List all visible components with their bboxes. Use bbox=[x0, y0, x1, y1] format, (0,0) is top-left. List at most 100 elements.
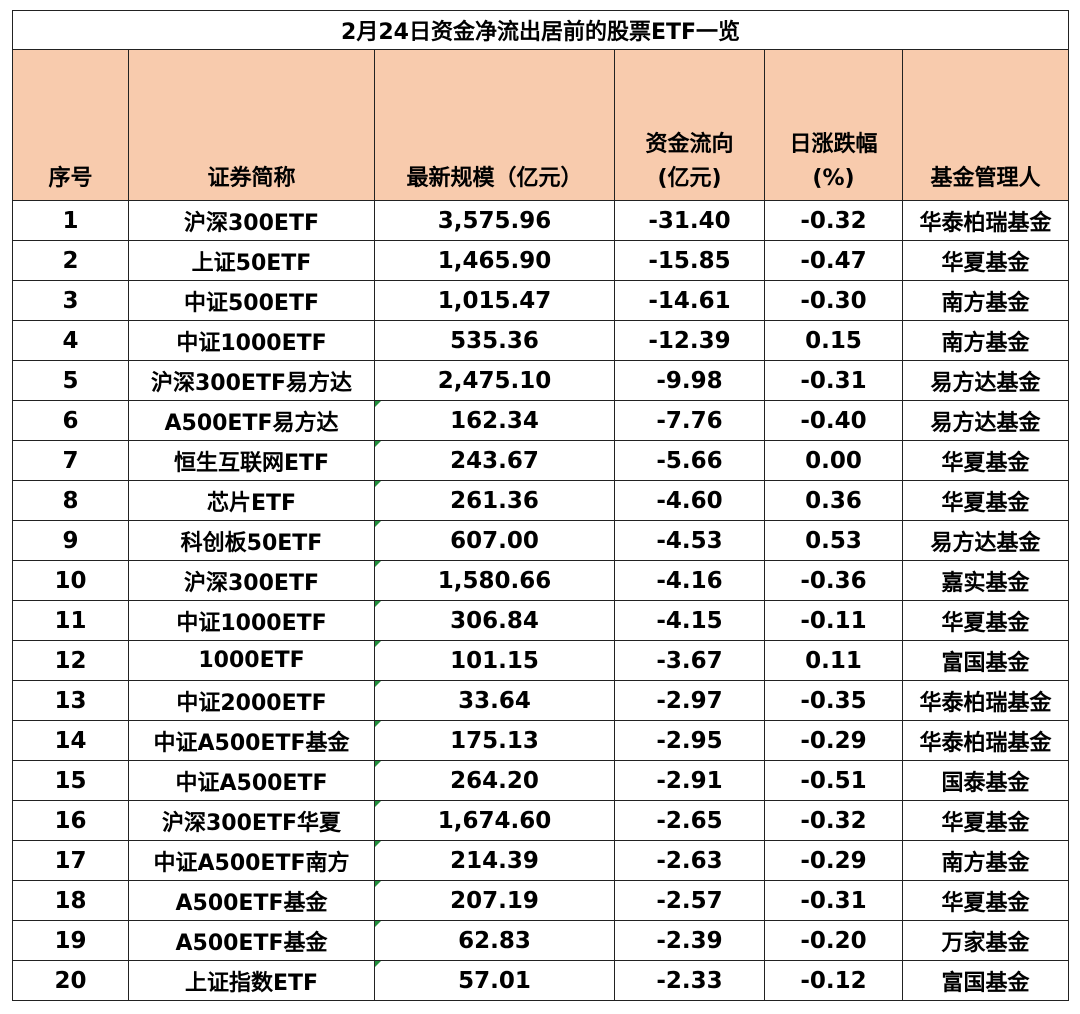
cell-name[interactable]: 中证A500ETF南方 bbox=[128, 840, 375, 881]
cell-index[interactable]: 14 bbox=[12, 720, 129, 761]
cell-manager[interactable]: 嘉实基金 bbox=[901, 560, 1070, 601]
cell-scale[interactable]: 3,575.96 bbox=[374, 200, 615, 241]
cell-name[interactable]: A500ETF易方达 bbox=[128, 400, 375, 441]
cell-change[interactable]: -0.29 bbox=[764, 840, 903, 881]
cell-index[interactable]: 13 bbox=[12, 680, 129, 721]
cell-manager[interactable]: 华夏基金 bbox=[901, 240, 1070, 281]
cell-change[interactable]: -0.29 bbox=[764, 720, 903, 761]
cell-manager[interactable]: 富国基金 bbox=[901, 640, 1070, 681]
cell-change[interactable]: -0.11 bbox=[764, 600, 903, 641]
cell-flow[interactable]: -2.39 bbox=[614, 920, 765, 961]
cell-name[interactable]: 科创板50ETF bbox=[128, 520, 375, 561]
cell-scale[interactable]: 264.20 bbox=[374, 760, 615, 801]
cell-name[interactable]: 中证2000ETF bbox=[128, 680, 375, 721]
cell-manager[interactable]: 华夏基金 bbox=[901, 800, 1070, 841]
cell-manager[interactable]: 华夏基金 bbox=[901, 480, 1070, 521]
cell-name[interactable]: 中证A500ETF bbox=[128, 760, 375, 801]
cell-scale[interactable]: 33.64 bbox=[374, 680, 615, 721]
cell-name[interactable]: 上证指数ETF bbox=[128, 960, 375, 1001]
cell-name[interactable]: A500ETF基金 bbox=[128, 880, 375, 921]
cell-name[interactable]: 沪深300ETF易方达 bbox=[128, 360, 375, 401]
cell-change[interactable]: -0.31 bbox=[764, 880, 903, 921]
cell-scale[interactable]: 62.83 bbox=[374, 920, 615, 961]
cell-index[interactable]: 6 bbox=[12, 400, 129, 441]
cell-manager[interactable]: 易方达基金 bbox=[901, 400, 1070, 441]
cell-manager[interactable]: 易方达基金 bbox=[901, 360, 1070, 401]
cell-scale[interactable]: 1,674.60 bbox=[374, 800, 615, 841]
cell-flow[interactable]: -15.85 bbox=[614, 240, 765, 281]
column-header-scale[interactable]: 最新规模（亿元） bbox=[374, 49, 615, 201]
cell-change[interactable]: -0.40 bbox=[764, 400, 903, 441]
cell-index[interactable]: 5 bbox=[12, 360, 129, 401]
cell-index[interactable]: 2 bbox=[12, 240, 129, 281]
cell-change[interactable]: -0.35 bbox=[764, 680, 903, 721]
cell-change[interactable]: 0.36 bbox=[764, 480, 903, 521]
cell-name[interactable]: 上证50ETF bbox=[128, 240, 375, 281]
cell-index[interactable]: 12 bbox=[12, 640, 129, 681]
cell-manager[interactable]: 国泰基金 bbox=[901, 760, 1070, 801]
cell-index[interactable]: 19 bbox=[12, 920, 129, 961]
cell-scale[interactable]: 207.19 bbox=[374, 880, 615, 921]
cell-index[interactable]: 7 bbox=[12, 440, 129, 481]
cell-flow[interactable]: -3.67 bbox=[614, 640, 765, 681]
cell-index[interactable]: 20 bbox=[12, 960, 129, 1001]
cell-manager[interactable]: 南方基金 bbox=[901, 320, 1070, 361]
cell-scale[interactable]: 101.15 bbox=[374, 640, 615, 681]
cell-flow[interactable]: -4.60 bbox=[614, 480, 765, 521]
cell-index[interactable]: 11 bbox=[12, 600, 129, 641]
cell-flow[interactable]: -2.91 bbox=[614, 760, 765, 801]
cell-manager[interactable]: 南方基金 bbox=[901, 280, 1070, 321]
cell-scale[interactable]: 535.36 bbox=[374, 320, 615, 361]
column-header-manager[interactable]: 基金管理人 bbox=[901, 49, 1070, 201]
cell-name[interactable]: 芯片ETF bbox=[128, 480, 375, 521]
cell-scale[interactable]: 261.36 bbox=[374, 480, 615, 521]
cell-change[interactable]: 0.00 bbox=[764, 440, 903, 481]
cell-index[interactable]: 8 bbox=[12, 480, 129, 521]
cell-manager[interactable]: 华夏基金 bbox=[901, 600, 1070, 641]
cell-flow[interactable]: -5.66 bbox=[614, 440, 765, 481]
cell-scale[interactable]: 306.84 bbox=[374, 600, 615, 641]
column-header-flow[interactable]: 资金流向 (亿元) bbox=[614, 49, 765, 201]
cell-change[interactable]: -0.51 bbox=[764, 760, 903, 801]
cell-manager[interactable]: 富国基金 bbox=[901, 960, 1070, 1001]
cell-flow[interactable]: -7.76 bbox=[614, 400, 765, 441]
cell-flow[interactable]: -4.16 bbox=[614, 560, 765, 601]
cell-index[interactable]: 17 bbox=[12, 840, 129, 881]
cell-manager[interactable]: 华泰柏瑞基金 bbox=[901, 200, 1070, 241]
cell-flow[interactable]: -9.98 bbox=[614, 360, 765, 401]
cell-change[interactable]: -0.20 bbox=[764, 920, 903, 961]
cell-scale[interactable]: 1,015.47 bbox=[374, 280, 615, 321]
cell-name[interactable]: 沪深300ETF华夏 bbox=[128, 800, 375, 841]
cell-name[interactable]: 中证A500ETF基金 bbox=[128, 720, 375, 761]
cell-name[interactable]: 沪深300ETF bbox=[128, 200, 375, 241]
cell-scale[interactable]: 214.39 bbox=[374, 840, 615, 881]
cell-manager[interactable]: 华泰柏瑞基金 bbox=[901, 720, 1070, 761]
cell-flow[interactable]: -2.95 bbox=[614, 720, 765, 761]
cell-index[interactable]: 3 bbox=[12, 280, 129, 321]
cell-index[interactable]: 16 bbox=[12, 800, 129, 841]
cell-manager[interactable]: 华夏基金 bbox=[901, 880, 1070, 921]
column-header-change[interactable]: 日涨跌幅 (%) bbox=[764, 49, 903, 201]
cell-index[interactable]: 9 bbox=[12, 520, 129, 561]
column-header-name[interactable]: 证券简称 bbox=[128, 49, 375, 201]
cell-scale[interactable]: 2,475.10 bbox=[374, 360, 615, 401]
cell-index[interactable]: 10 bbox=[12, 560, 129, 601]
cell-name[interactable]: 沪深300ETF bbox=[128, 560, 375, 601]
cell-scale[interactable]: 1,465.90 bbox=[374, 240, 615, 281]
cell-flow[interactable]: -2.97 bbox=[614, 680, 765, 721]
cell-change[interactable]: -0.12 bbox=[764, 960, 903, 1001]
cell-change[interactable]: 0.53 bbox=[764, 520, 903, 561]
cell-change[interactable]: -0.36 bbox=[764, 560, 903, 601]
cell-scale[interactable]: 57.01 bbox=[374, 960, 615, 1001]
cell-name[interactable]: 恒生互联网ETF bbox=[128, 440, 375, 481]
table-title[interactable]: 2月24日资金净流出居前的股票ETF一览 bbox=[11, 10, 1070, 50]
cell-flow[interactable]: -2.57 bbox=[614, 880, 765, 921]
cell-name[interactable]: 中证1000ETF bbox=[128, 600, 375, 641]
cell-name[interactable]: 1000ETF bbox=[128, 640, 375, 681]
cell-manager[interactable]: 华泰柏瑞基金 bbox=[901, 680, 1070, 721]
cell-scale[interactable]: 162.34 bbox=[374, 400, 615, 441]
cell-change[interactable]: -0.30 bbox=[764, 280, 903, 321]
cell-flow[interactable]: -4.53 bbox=[614, 520, 765, 561]
cell-index[interactable]: 15 bbox=[12, 760, 129, 801]
cell-name[interactable]: 中证500ETF bbox=[128, 280, 375, 321]
